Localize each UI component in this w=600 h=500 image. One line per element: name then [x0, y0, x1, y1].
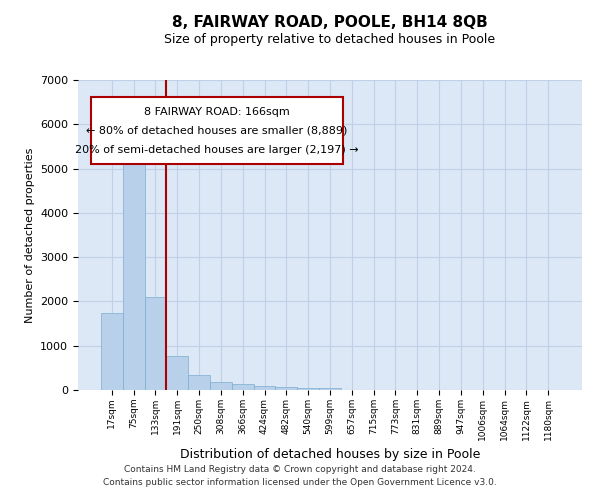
Bar: [101, 312, 123, 390]
Bar: [232, 384, 254, 390]
Bar: [123, 133, 145, 390]
Text: Contains HM Land Registry data © Crown copyright and database right 2024.: Contains HM Land Registry data © Crown c…: [124, 466, 476, 474]
Text: 8, FAIRWAY ROAD, POOLE, BH14 8QB: 8, FAIRWAY ROAD, POOLE, BH14 8QB: [172, 15, 488, 30]
Bar: [145, 297, 166, 390]
Bar: [254, 386, 275, 390]
Text: ← 80% of detached houses are smaller (8,889): ← 80% of detached houses are smaller (8,…: [86, 126, 347, 136]
Bar: [210, 382, 232, 390]
Text: 8 FAIRWAY ROAD: 166sqm: 8 FAIRWAY ROAD: 166sqm: [144, 106, 289, 117]
Bar: [188, 376, 210, 390]
Bar: [319, 388, 341, 390]
Bar: [166, 356, 188, 390]
X-axis label: Distribution of detached houses by size in Poole: Distribution of detached houses by size …: [180, 448, 480, 461]
Text: 20% of semi-detached houses are larger (2,197) →: 20% of semi-detached houses are larger (…: [75, 146, 358, 156]
FancyBboxPatch shape: [91, 97, 343, 164]
Bar: [297, 388, 319, 390]
Text: Contains public sector information licensed under the Open Government Licence v3: Contains public sector information licen…: [103, 478, 497, 487]
Y-axis label: Number of detached properties: Number of detached properties: [25, 148, 35, 322]
Bar: [275, 388, 297, 390]
Text: Size of property relative to detached houses in Poole: Size of property relative to detached ho…: [164, 34, 496, 46]
